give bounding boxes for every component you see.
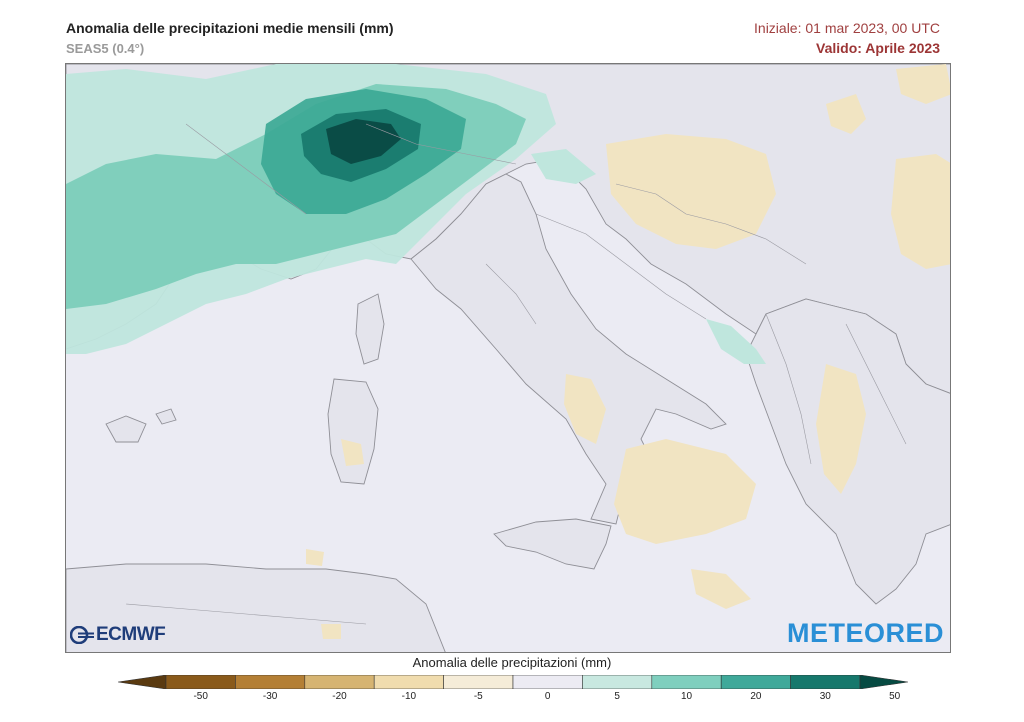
legend-title: Anomalia delle precipitazioni (mm): [412, 655, 612, 670]
dry-anomaly-areas: [306, 64, 950, 639]
legend-bar: [118, 675, 908, 689]
legend-swatch: [582, 675, 653, 689]
legend-swatch: [720, 675, 791, 689]
map-canvas: [66, 64, 950, 652]
legend-ticks: -50 -30 -20 -10 -5 0 5 10 20 30 50: [0, 691, 1024, 707]
legend-swatch: [512, 675, 583, 689]
initial-date: Iniziale: 01 mar 2023, 00 UTC: [754, 20, 940, 36]
legend-tick-label: 30: [819, 691, 831, 702]
meteored-logo: METEORED: [786, 618, 944, 648]
legend-tick-label: -30: [262, 691, 278, 702]
legend-tick-label: 5: [614, 691, 620, 702]
ecmwf-logo-icon: [70, 626, 94, 644]
legend-swatch: [165, 675, 236, 689]
precipitation-anomaly-map: ECMWF METEORED: [65, 63, 951, 653]
model-subtitle: SEAS5 (0.4°): [66, 41, 145, 56]
legend-tick-label: -20: [332, 691, 347, 702]
legend-swatch: [651, 675, 722, 689]
ecmwf-logo: ECMWF: [70, 624, 166, 646]
border-lines: [125, 123, 907, 625]
legend-swatch: [373, 675, 444, 689]
legend-tick-label: 20: [750, 691, 762, 702]
legend-tick-label: 10: [680, 691, 693, 702]
legend-tick-label: -10: [401, 691, 417, 702]
legend-swatch: [443, 675, 514, 689]
legend-arrow-low: [118, 675, 167, 689]
legend-tick-label: -5: [473, 691, 483, 702]
legend-arrow-high: [859, 675, 908, 689]
legend-swatch: [304, 675, 375, 689]
ecmwf-logo-text: ECMWF: [96, 624, 166, 645]
map-title: Anomalia delle precipitazioni medie mens…: [66, 20, 394, 36]
legend-swatch: [235, 675, 306, 689]
valid-period: Valido: Aprile 2023: [816, 40, 940, 56]
legend-swatch: [790, 675, 861, 689]
legend-tick-label: -50: [193, 691, 208, 702]
legend-tick-label: 50: [889, 691, 901, 702]
legend-tick-label: 0: [544, 691, 551, 702]
color-legend: [118, 675, 908, 689]
